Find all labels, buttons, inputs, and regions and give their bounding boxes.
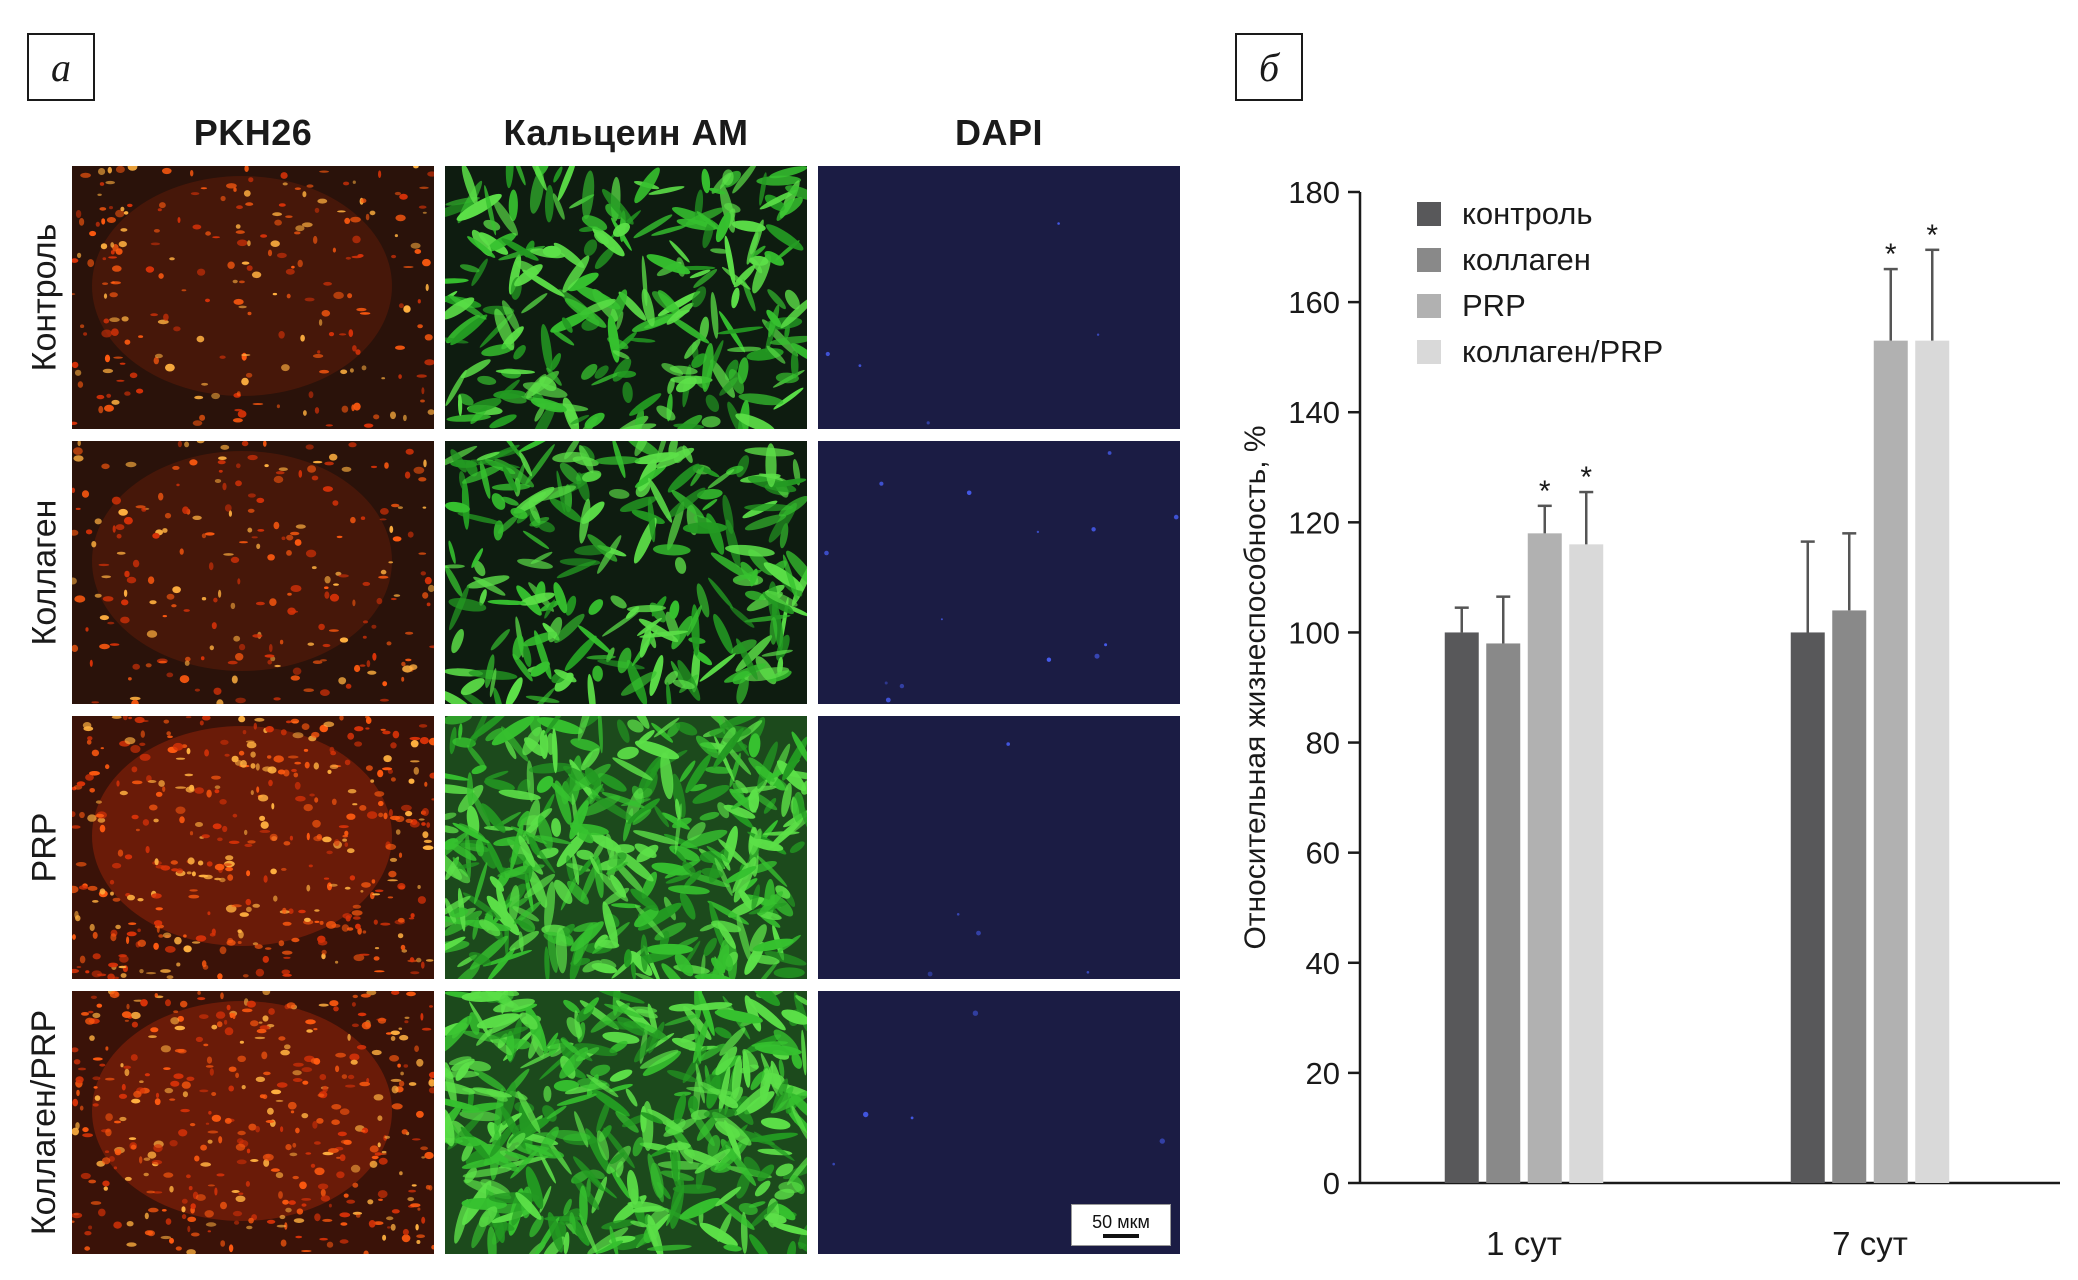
- bar-коллаген/PRP-1 сут: [1569, 544, 1604, 1183]
- legend-swatch-коллаген: [1417, 248, 1441, 272]
- micrograph-pkh26-collagen: [72, 441, 434, 704]
- micrograph-pkh26-control: [72, 166, 434, 429]
- row-label-collagen-prp: Коллаген/PRP: [25, 1009, 64, 1236]
- legend-label-PRP: PRP: [1462, 288, 1526, 323]
- scale-bar: 50 мкм: [1071, 1204, 1171, 1246]
- x-tick-label: 7 сут: [1832, 1225, 1908, 1262]
- scale-bar-label: 50 мкм: [1092, 1211, 1150, 1232]
- legend-swatch-коллаген/PRP: [1417, 340, 1441, 364]
- significance-marker: *: [1580, 461, 1592, 494]
- y-axis-label: Относительная жизнеспособность, %: [1239, 425, 1272, 949]
- y-tick-label: 60: [1306, 836, 1340, 871]
- x-tick-label: 1 сут: [1486, 1225, 1562, 1262]
- micrograph-dapi-collagen: [818, 441, 1180, 704]
- row-label-collagen: Коллаген: [25, 499, 64, 646]
- y-tick-label: 20: [1306, 1056, 1340, 1091]
- y-tick-label: 140: [1288, 395, 1340, 430]
- y-tick-label: 40: [1306, 946, 1340, 981]
- micrograph-pkh26-collagen-prp: [72, 991, 434, 1254]
- viability-bar-chart: 0 20 40 60 80 100 120 140 160 180 Относительная жи…: [1239, 175, 2060, 1262]
- column-header-dapi: DAPI: [954, 112, 1043, 153]
- legend-label-коллаген/PRP: коллаген/PRP: [1462, 334, 1663, 369]
- legend-label-контроль: контроль: [1462, 196, 1593, 231]
- row-label-control: Контроль: [25, 223, 64, 372]
- micrograph-dapi-control: [818, 166, 1180, 429]
- legend-label-коллаген: коллаген: [1462, 242, 1591, 277]
- y-tick-label: 80: [1306, 726, 1340, 761]
- micrograph-pkh26-prp: [72, 716, 434, 979]
- bar-коллаген-7 сут: [1832, 610, 1867, 1183]
- y-tick-label: 160: [1288, 285, 1340, 320]
- bar-контроль-7 сут: [1790, 632, 1825, 1183]
- bar-PRP-1 сут: [1527, 533, 1562, 1183]
- bar-коллаген-1 сут: [1486, 643, 1521, 1183]
- significance-marker: *: [1539, 475, 1551, 508]
- bar-контроль-1 сут: [1444, 632, 1479, 1183]
- y-tick-label: 120: [1288, 505, 1340, 540]
- micrograph-calcein-collagen: [445, 441, 807, 704]
- row-label-prp: PRP: [25, 812, 64, 883]
- legend-swatch-PRP: [1417, 294, 1441, 318]
- legend-swatch-контроль: [1417, 202, 1441, 226]
- column-header-pkh26: PKH26: [193, 112, 313, 153]
- bar-коллаген/PRP-7 сут: [1915, 340, 1950, 1183]
- bar-PRP-7 сут: [1873, 340, 1908, 1183]
- y-tick-label: 180: [1288, 175, 1340, 210]
- column-header-calcein: Кальцеин АМ: [503, 112, 749, 153]
- significance-marker: *: [1926, 219, 1938, 252]
- micrograph-calcein-collagen-prp: [445, 991, 807, 1254]
- significance-marker: *: [1885, 238, 1897, 271]
- scale-bar-line: [1103, 1233, 1139, 1238]
- micrograph-dapi-prp: [818, 716, 1180, 979]
- y-tick-label: 100: [1288, 615, 1340, 650]
- micrograph-calcein-prp: [445, 716, 807, 979]
- panel-a-label: а: [27, 33, 95, 101]
- y-tick-label: 0: [1323, 1166, 1340, 1201]
- micrograph-calcein-control: [445, 166, 807, 429]
- panel-b-label: б: [1235, 33, 1303, 101]
